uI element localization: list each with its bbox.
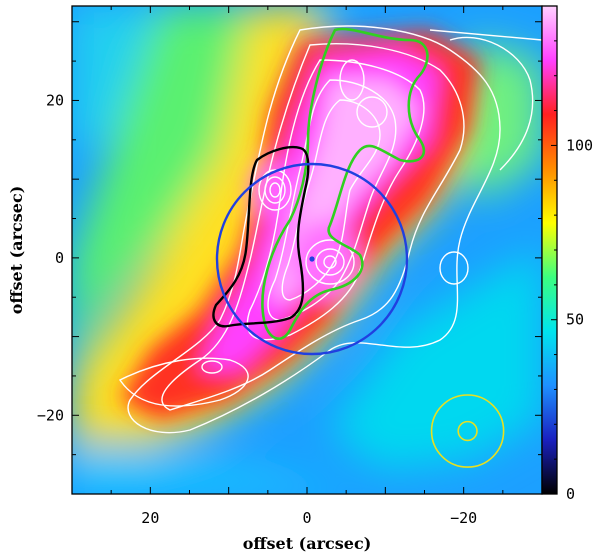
x-tick-label: −20 [450, 509, 477, 527]
beam-outer-circle [430, 394, 505, 468]
colorbar-tick-label: 50 [566, 311, 584, 329]
blue-center-marker [309, 256, 315, 262]
x-axis-label: offset (arcsec) [243, 534, 372, 553]
colorbar-tick-label: 100 [566, 136, 593, 154]
x-tick-labels: 20 0 −20 [141, 509, 477, 527]
black-contour [212, 146, 310, 328]
colorbar-tick-label: 0 [566, 485, 575, 503]
colorbar-tick-labels: 0 50 100 [566, 136, 593, 503]
y-tick-labels: 20 0 −20 [37, 91, 64, 424]
green-contour [261, 27, 429, 340]
y-tick-label: 20 [46, 91, 64, 109]
heatmap [72, 6, 542, 494]
y-axis-label: offset (arcsec) [7, 186, 26, 315]
white-contours [118, 25, 542, 434]
beam-inner-circle [457, 420, 478, 442]
blue-circle [215, 162, 409, 356]
x-tick-label: 20 [141, 509, 159, 527]
y-tick-label: −20 [37, 406, 64, 424]
y-tick-label: 0 [55, 249, 64, 267]
x-tick-label: 0 [302, 509, 311, 527]
colorbar-ticks [551, 5, 557, 495]
